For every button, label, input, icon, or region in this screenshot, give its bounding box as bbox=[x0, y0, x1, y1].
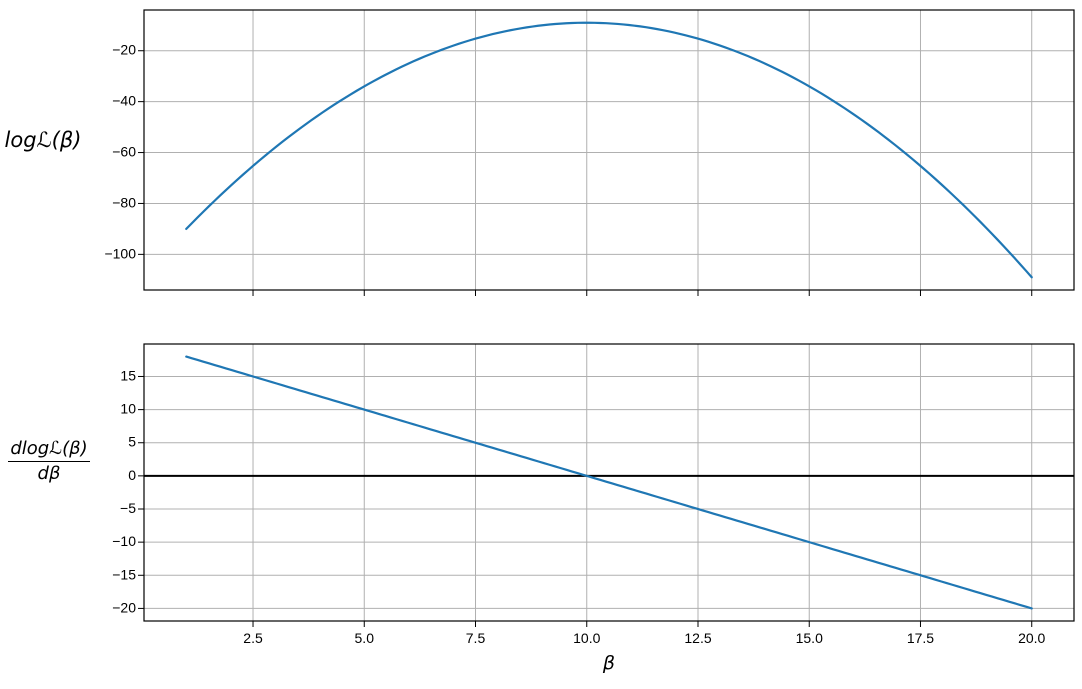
svg-text:10.0: 10.0 bbox=[573, 630, 600, 646]
svg-text:−60: −60 bbox=[112, 144, 136, 160]
svg-text:−20: −20 bbox=[112, 599, 136, 615]
svg-text:15.0: 15.0 bbox=[796, 630, 823, 646]
svg-text:15: 15 bbox=[120, 367, 136, 383]
svg-text:5.0: 5.0 bbox=[355, 630, 375, 646]
svg-text:−100: −100 bbox=[104, 245, 136, 261]
svg-text:7.5: 7.5 bbox=[466, 630, 486, 646]
svg-text:20.0: 20.0 bbox=[1018, 630, 1045, 646]
svg-text:−40: −40 bbox=[112, 93, 136, 109]
svg-text:10: 10 bbox=[120, 401, 136, 417]
svg-text:17.5: 17.5 bbox=[907, 630, 934, 646]
svg-text:12.5: 12.5 bbox=[684, 630, 711, 646]
svg-text:−15: −15 bbox=[112, 566, 136, 582]
svg-text:−5: −5 bbox=[120, 500, 136, 516]
svg-text:2.5: 2.5 bbox=[243, 630, 263, 646]
svg-text:5: 5 bbox=[128, 434, 136, 450]
svg-text:0: 0 bbox=[128, 467, 136, 483]
svg-text:−20: −20 bbox=[112, 42, 136, 58]
svg-text:−10: −10 bbox=[112, 533, 136, 549]
svg-text:−80: −80 bbox=[112, 194, 136, 210]
